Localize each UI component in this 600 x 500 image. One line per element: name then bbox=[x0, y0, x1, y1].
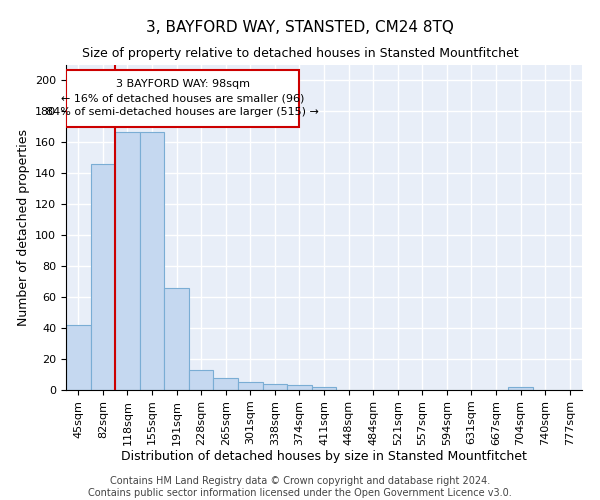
Text: Size of property relative to detached houses in Stansted Mountfitchet: Size of property relative to detached ho… bbox=[82, 48, 518, 60]
Bar bbox=[263, 384, 287, 390]
Bar bbox=[238, 382, 263, 390]
Text: Contains HM Land Registry data © Crown copyright and database right 2024.
Contai: Contains HM Land Registry data © Crown c… bbox=[88, 476, 512, 498]
Bar bbox=[140, 132, 164, 390]
Bar bbox=[164, 288, 189, 390]
Text: 3, BAYFORD WAY, STANSTED, CM24 8TQ: 3, BAYFORD WAY, STANSTED, CM24 8TQ bbox=[146, 20, 454, 35]
Y-axis label: Number of detached properties: Number of detached properties bbox=[17, 129, 29, 326]
Bar bbox=[312, 387, 336, 390]
Bar bbox=[214, 378, 238, 390]
Bar bbox=[115, 132, 140, 390]
Bar bbox=[91, 164, 115, 390]
Bar bbox=[287, 386, 312, 390]
Polygon shape bbox=[66, 70, 299, 127]
Bar bbox=[66, 325, 91, 390]
X-axis label: Distribution of detached houses by size in Stansted Mountfitchet: Distribution of detached houses by size … bbox=[121, 450, 527, 464]
Text: 3 BAYFORD WAY: 98sqm
← 16% of detached houses are smaller (96)
84% of semi-detac: 3 BAYFORD WAY: 98sqm ← 16% of detached h… bbox=[46, 80, 319, 118]
Bar bbox=[189, 370, 214, 390]
Bar bbox=[508, 387, 533, 390]
